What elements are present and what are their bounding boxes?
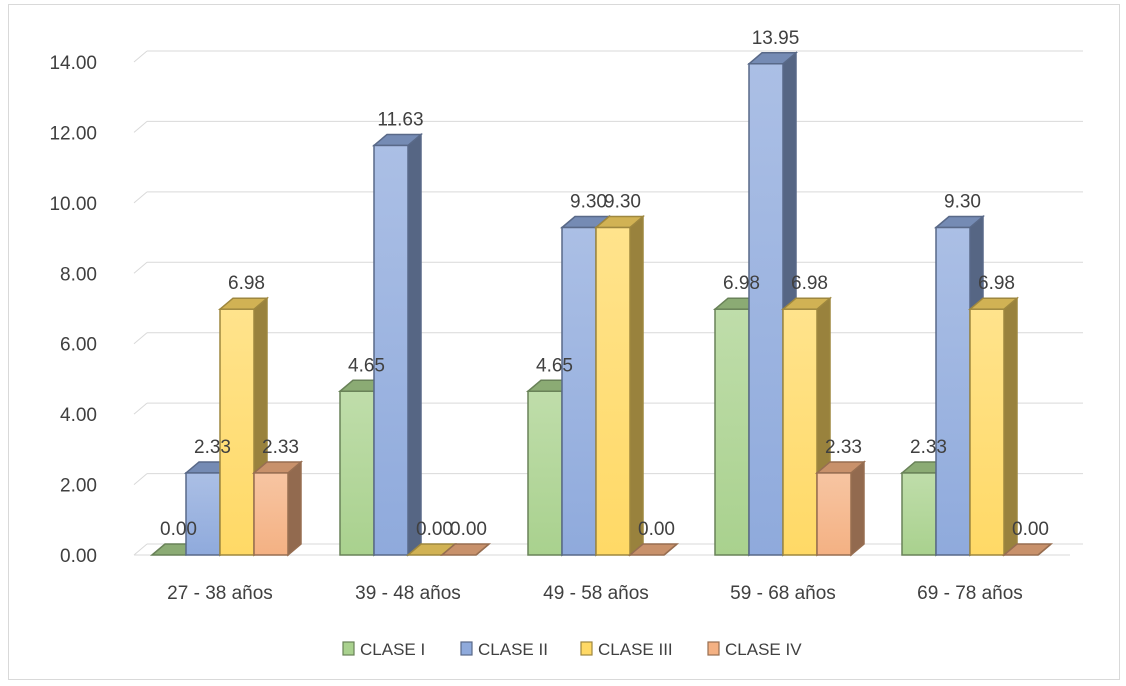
data-label: 2.33 <box>910 437 947 458</box>
data-label: 9.30 <box>944 192 981 213</box>
legend-label: CLASE IV <box>725 640 802 659</box>
bar <box>217 296 270 557</box>
bar-front <box>561 226 597 556</box>
gridline-side <box>133 402 148 415</box>
data-label: 11.63 <box>377 109 423 130</box>
bar-front <box>714 308 750 556</box>
data-label: 4.65 <box>348 355 385 376</box>
x-category-label: 49 - 58 años <box>543 583 649 604</box>
bar-top <box>1001 543 1054 556</box>
y-tick-label: 14.00 <box>49 53 97 74</box>
bar-side <box>407 132 422 557</box>
bar-front <box>748 63 784 556</box>
data-label: 9.30 <box>570 192 607 213</box>
legend-item: CLASE IV <box>707 640 802 659</box>
legend-item: CLASE II <box>460 640 548 659</box>
bar-front <box>935 226 971 556</box>
x-category-label: 59 - 68 años <box>730 583 836 604</box>
gridline-side <box>133 332 148 345</box>
bar <box>899 460 952 557</box>
bar-top <box>439 543 492 556</box>
data-label: 6.98 <box>723 273 760 294</box>
y-tick-label: 4.00 <box>60 405 97 426</box>
bar <box>780 296 833 557</box>
bar <box>967 296 1020 557</box>
legend-label: CLASE III <box>598 640 673 659</box>
data-label: 2.33 <box>825 437 862 458</box>
bar-front <box>219 308 255 556</box>
data-label: 0.00 <box>1012 519 1049 540</box>
bar-front <box>969 308 1005 556</box>
bar <box>627 543 680 556</box>
y-tick-label: 8.00 <box>60 264 97 285</box>
data-label: 9.30 <box>604 192 641 213</box>
legend-swatch <box>342 641 355 656</box>
data-labels: 0.002.336.982.334.6511.630.000.004.659.3… <box>160 28 1049 540</box>
bar-front <box>253 472 289 556</box>
legend-swatch <box>707 641 720 656</box>
x-category-label: 69 - 78 años <box>917 583 1023 604</box>
data-label: 2.33 <box>194 437 231 458</box>
gridline-side <box>133 191 148 204</box>
bar <box>371 132 424 557</box>
bar-side <box>850 460 865 557</box>
data-label: 6.98 <box>791 273 828 294</box>
gridline-side <box>133 543 148 556</box>
y-tick-label: 12.00 <box>49 123 97 144</box>
data-label: 13.95 <box>752 28 800 49</box>
legend-item: CLASE III <box>580 640 673 659</box>
y-axis-ticks: 0.00 2.00 4.00 6.00 8.00 10.00 12.00 14.00 <box>49 53 97 567</box>
legend: CLASE I CLASE II CLASE III CLASE IV <box>342 640 802 659</box>
legend-label: CLASE II <box>478 640 548 659</box>
gridline-side <box>133 261 148 274</box>
bar <box>593 214 646 557</box>
y-tick-label: 0.00 <box>60 546 97 567</box>
bar <box>814 460 867 557</box>
legend-swatch <box>580 641 593 656</box>
data-label: 2.33 <box>262 437 299 458</box>
bar <box>1001 543 1054 556</box>
bar-front <box>901 472 937 556</box>
x-category-label: 27 - 38 años <box>167 583 273 604</box>
gridline-side <box>133 121 148 133</box>
y-tick-label: 2.00 <box>60 476 97 497</box>
y-tick-label: 10.00 <box>49 194 97 215</box>
legend-swatch <box>460 641 473 656</box>
bar-top <box>627 543 680 556</box>
x-category-label: 39 - 48 años <box>355 583 461 604</box>
bar-side <box>629 214 644 557</box>
bars <box>149 51 1054 557</box>
bar-front <box>527 390 563 556</box>
gridline-side <box>133 473 148 485</box>
data-label: 0.00 <box>450 519 487 540</box>
y-tick-label: 6.00 <box>60 335 97 356</box>
legend-item: CLASE I <box>342 640 425 659</box>
data-label: 0.00 <box>160 519 197 540</box>
data-label: 0.00 <box>416 519 453 540</box>
bar-front <box>185 472 221 556</box>
bar-front <box>595 226 631 556</box>
bar-front <box>373 144 409 556</box>
data-label: 6.98 <box>978 273 1015 294</box>
bar-front <box>816 472 852 556</box>
x-axis-categories: 27 - 38 años 39 - 48 años 49 - 58 años 59 -… <box>167 583 1023 604</box>
bar <box>251 460 304 557</box>
gridline-side <box>133 50 148 63</box>
bar-front <box>782 308 818 556</box>
bar <box>439 543 492 556</box>
bar-front <box>339 390 375 556</box>
data-label: 6.98 <box>228 273 265 294</box>
bar-side <box>1003 296 1018 557</box>
legend-label: CLASE I <box>360 640 425 659</box>
data-label: 4.65 <box>536 355 573 376</box>
data-label: 0.00 <box>638 519 675 540</box>
bar-side <box>287 460 302 557</box>
